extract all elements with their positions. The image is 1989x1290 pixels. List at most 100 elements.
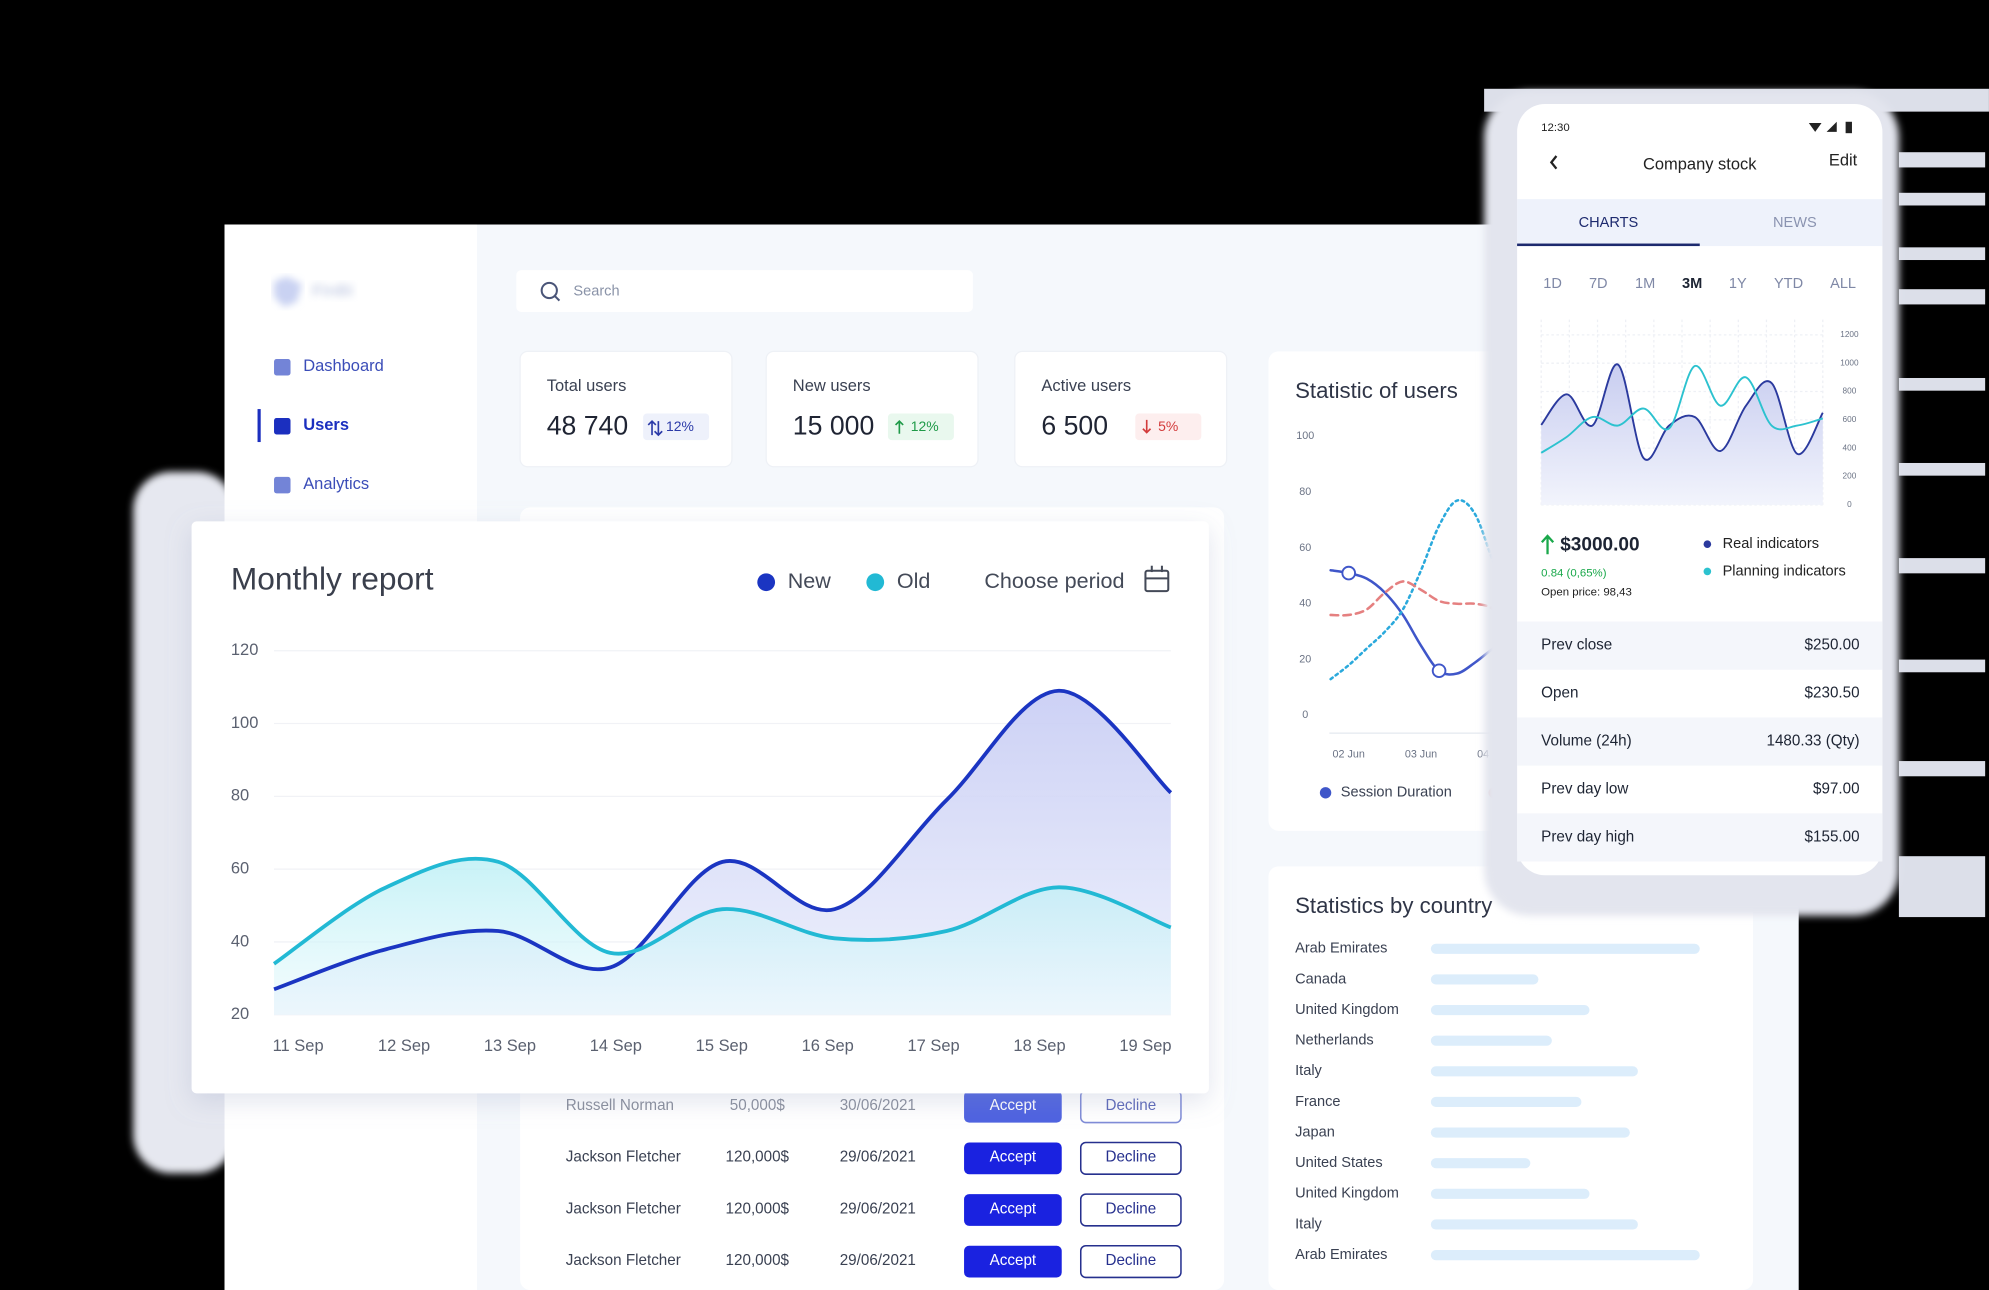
accept-button[interactable] (964, 1142, 1062, 1175)
monthly-report-card: Monthly report Choose period 20 40 60 80 100… (191, 521, 1209, 1094)
menu-item[interactable]: Dashboard (303, 357, 384, 375)
category-label: Arab Emirates (1295, 941, 1387, 957)
panel (1268, 866, 1754, 1290)
period-button[interactable]: ALL (1830, 276, 1856, 292)
legend-label: New (788, 568, 832, 593)
change-icon (894, 419, 904, 434)
accept-button[interactable] (964, 1090, 1062, 1123)
row-value: $250.00 (1805, 637, 1860, 654)
period-button[interactable]: 7D (1589, 276, 1608, 292)
menu-item[interactable]: Users (303, 416, 349, 434)
category-label: Italy (1295, 1063, 1322, 1079)
tab-bar (1517, 199, 1883, 247)
category-label: United Kingdom (1295, 1002, 1399, 1018)
x-tick-label: 03 Jun (1405, 749, 1437, 761)
y-tick-label: 600 (1843, 415, 1857, 424)
phone-mockup: 12:30 Company stock Edit $3000.00 0.84 (… (1484, 91, 1899, 916)
battery-icon (1845, 121, 1852, 134)
x-tick-label: 02 Jun (1333, 749, 1365, 761)
category-label: Netherlands (1295, 1033, 1374, 1049)
bar (1430, 1250, 1700, 1261)
card-change: 12% (666, 418, 694, 434)
y-tick-label: 120 (231, 641, 258, 659)
ghost-stripe (1898, 192, 1986, 206)
point-marker (1431, 663, 1447, 679)
y-tick-label: 80 (231, 787, 249, 805)
period-picker[interactable]: Choose period (984, 568, 1124, 593)
decline-button[interactable] (1079, 1244, 1182, 1279)
x-tick-label: 11 Sep (273, 1037, 324, 1055)
decline-label: Decline (1105, 1149, 1156, 1166)
panel (1268, 351, 1548, 831)
search-box[interactable] (516, 270, 973, 313)
bar (1430, 1035, 1552, 1046)
period-button[interactable]: 1M (1635, 276, 1655, 292)
line (1540, 363, 1824, 461)
y-tick-label: 800 (1843, 387, 1857, 396)
active-indicator (257, 409, 261, 443)
decline-button[interactable] (1079, 1193, 1182, 1227)
ghost-stripe (1898, 377, 1986, 391)
cell-amount: 120,000$ (726, 1200, 790, 1217)
row-band (1517, 717, 1883, 766)
logo: FinBi (312, 282, 353, 300)
decline-label: Decline (1105, 1252, 1156, 1269)
cell-name: Jackson Fletcher (566, 1149, 681, 1166)
legend-swatch (866, 573, 885, 592)
accept-button[interactable] (964, 1245, 1062, 1278)
open-price: Open price: 98,43 (1541, 586, 1632, 598)
bar (1430, 1188, 1590, 1199)
legend-label: Real indicators (1723, 536, 1819, 552)
row-value: 1480.33 (Qty) (1767, 733, 1860, 750)
x-tick-label: 13 Sep (484, 1037, 536, 1055)
period-button[interactable]: 3M (1682, 276, 1702, 292)
y-tick-label: 0 (1847, 500, 1852, 509)
decline-label: Decline (1105, 1200, 1156, 1217)
x-tick-label: 15 Sep (696, 1037, 748, 1055)
legend-swatch (757, 573, 776, 592)
wifi-icon (1808, 123, 1822, 132)
ghost-stripe (1898, 152, 1986, 168)
panel-title: Statistic of users (1295, 378, 1458, 403)
card-change: 12% (911, 418, 939, 434)
card-label: Total users (547, 377, 627, 395)
period-button[interactable]: 1D (1543, 276, 1562, 292)
cell-date: 29/06/2021 (840, 1252, 916, 1269)
accept-label: Accept (990, 1252, 1037, 1269)
row-value: $155.00 (1805, 828, 1860, 845)
ghost-stripe (1898, 659, 1986, 673)
edit-button[interactable]: Edit (1829, 151, 1858, 169)
card-title: Monthly report (231, 560, 434, 596)
calendar-icon-body (1144, 569, 1170, 593)
category-label: United Kingdom (1295, 1186, 1399, 1202)
y-tick-label: 80 (1299, 486, 1311, 498)
bar (1430, 974, 1539, 985)
decline-button[interactable] (1079, 1141, 1182, 1175)
line (1540, 365, 1824, 454)
back-button[interactable] (1549, 155, 1558, 170)
bar (1430, 1066, 1638, 1077)
legend-swatch (1703, 567, 1712, 576)
card-value: 15 000 (793, 410, 874, 440)
period-button[interactable]: 1Y (1729, 276, 1747, 292)
line (1329, 498, 1531, 681)
panel-title: Statistics by country (1295, 893, 1493, 918)
tab[interactable]: NEWS (1773, 215, 1817, 231)
accept-button[interactable] (964, 1194, 1062, 1226)
change-icon (1142, 419, 1152, 434)
tab[interactable]: CHARTS (1579, 215, 1639, 231)
legend-label: Planning indicators (1723, 563, 1846, 579)
period-button[interactable]: YTD (1774, 276, 1803, 292)
price: $3000.00 (1560, 534, 1639, 555)
menu-item[interactable]: Analytics (303, 475, 369, 493)
stat-cards: Total users 48 740 12% New users 15 000 12% Ac… (519, 350, 1228, 468)
area (274, 858, 1171, 1015)
legend-label: Session Duration (1341, 785, 1452, 801)
y-tick-label: 100 (231, 714, 258, 732)
search-placeholder: Search (573, 284, 619, 300)
ghost-stripe (1898, 462, 1986, 476)
calendar-icon[interactable] (1144, 565, 1170, 593)
y-tick-label: 20 (1299, 653, 1311, 665)
y-tick-label: 0 (1302, 709, 1308, 721)
